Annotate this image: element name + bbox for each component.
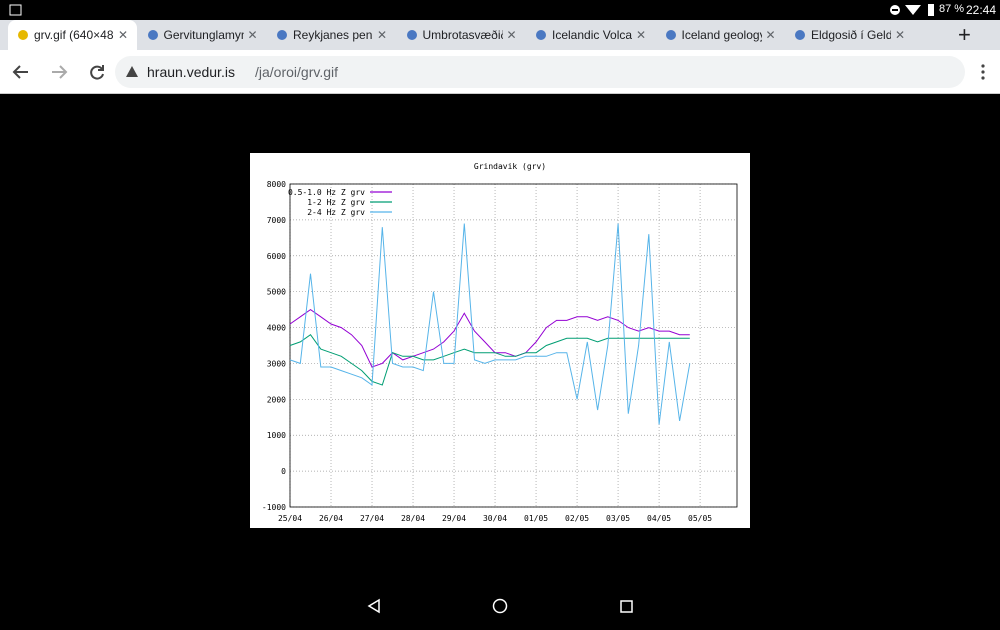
toolbar: hraun.vedur.is/ja/oroi/grv.gif xyxy=(0,50,1000,94)
y-tick-label: 4000 xyxy=(267,324,286,333)
x-tick-label: 29/04 xyxy=(442,514,466,523)
series-line xyxy=(289,334,690,386)
x-tick-label: 26/04 xyxy=(319,514,343,523)
tab-title: Reykjanes penin xyxy=(293,28,373,42)
x-tick-label: 04/05 xyxy=(647,514,671,523)
tab-title: Umbrotasvæðið xyxy=(422,28,503,42)
y-tick-label: 6000 xyxy=(267,252,286,261)
tab[interactable]: Eldgosið í Geldin ✕ xyxy=(785,20,914,50)
battery: 87 % xyxy=(939,3,965,15)
y-tick-label: 7000 xyxy=(267,216,286,225)
tab-close[interactable]: ✕ xyxy=(636,28,647,42)
tab[interactable]: Umbrotasvæðið ✕ xyxy=(397,20,526,50)
legend-label: 0.5-1.0 Hz Z grv xyxy=(288,188,365,197)
favicon xyxy=(795,30,805,40)
tab-strip: grv.gif (640×480✕Gervitunglamynd✕Reykjan… xyxy=(0,20,1000,50)
tab[interactable]: Iceland geology ✕ xyxy=(656,20,785,50)
y-tick-label: 2000 xyxy=(267,395,286,404)
nav-buttons xyxy=(367,598,633,614)
chart-title: Grindavik (grv) xyxy=(474,162,546,171)
nav-bar xyxy=(0,588,1000,625)
y-tick-label: 1000 xyxy=(267,431,286,440)
x-tick-label: 27/04 xyxy=(360,514,384,523)
tab-title: Gervitunglamynd xyxy=(163,28,244,42)
x-tick-label: 03/05 xyxy=(606,514,630,523)
tab-close[interactable]: ✕ xyxy=(765,28,776,42)
x-tick-label: 02/05 xyxy=(565,514,589,523)
chart: Grindavik (grv) -1000 0 1000 2000 3000 4000 50… xyxy=(250,153,750,528)
clock: 22:44 xyxy=(966,3,997,17)
tab-close[interactable]: ✕ xyxy=(118,28,129,42)
status-bar: 87 % 22:44 xyxy=(0,0,1000,20)
status-icons xyxy=(9,4,934,16)
tab-close[interactable]: ✕ xyxy=(247,28,258,42)
x-tick-label: 05/05 xyxy=(688,514,712,523)
tab-title: Eldgosið í Geldin xyxy=(811,28,891,42)
nav-recents[interactable] xyxy=(620,600,633,613)
favicon xyxy=(147,30,158,40)
warning-icon xyxy=(126,66,138,77)
tab[interactable]: Gervitunglamynd✕ xyxy=(138,20,267,50)
favicon xyxy=(18,30,28,40)
tab-title: grv.gif (640×480 xyxy=(34,28,114,42)
favicon xyxy=(665,30,676,40)
back[interactable] xyxy=(12,65,28,79)
url-host: hraun.vedur.is xyxy=(147,64,235,80)
tab[interactable]: Reykjanes penin ✕ xyxy=(267,20,396,50)
y-tick-label: 8000 xyxy=(267,180,286,189)
x-tick-label: 01/05 xyxy=(524,514,548,523)
favicon xyxy=(406,30,417,40)
x-tick-label: 28/04 xyxy=(401,514,425,523)
legend-label: 1-2 Hz Z grv xyxy=(307,198,365,207)
forward[interactable] xyxy=(52,65,68,79)
reload[interactable] xyxy=(90,65,104,80)
series-line xyxy=(289,223,691,425)
tab-close[interactable]: ✕ xyxy=(506,28,517,42)
tab-close[interactable]: ✕ xyxy=(895,28,906,42)
y-tick-label: 5000 xyxy=(267,288,286,297)
tab[interactable]: grv.gif (640×480 ✕ xyxy=(8,20,137,50)
nav-back[interactable] xyxy=(367,598,380,614)
tab-title: Iceland geology xyxy=(681,28,762,42)
y-tick-label: 3000 xyxy=(267,359,286,368)
tab-close[interactable]: ✕ xyxy=(377,28,388,42)
favicon xyxy=(277,30,287,40)
image-background xyxy=(250,153,750,528)
tab[interactable]: Icelandic Volcan ✕ xyxy=(526,20,655,50)
menu[interactable] xyxy=(981,64,985,80)
nav-home[interactable] xyxy=(492,598,508,614)
x-tick-label: 25/04 xyxy=(278,514,302,523)
omnibox[interactable]: hraun.vedur.is/ja/oroi/grv.gif xyxy=(115,56,965,88)
new-tab[interactable]: + xyxy=(958,22,971,47)
favicon xyxy=(536,30,546,40)
y-tick-label: 0 xyxy=(281,467,286,476)
x-tick-label: 30/04 xyxy=(483,514,507,523)
url-path: /ja/oroi/grv.gif xyxy=(255,64,338,80)
y-tick-label: -1000 xyxy=(262,503,286,512)
legend-label: 2-4 Hz Z grv xyxy=(307,208,365,217)
tab-title: Icelandic Volcan xyxy=(552,28,632,42)
